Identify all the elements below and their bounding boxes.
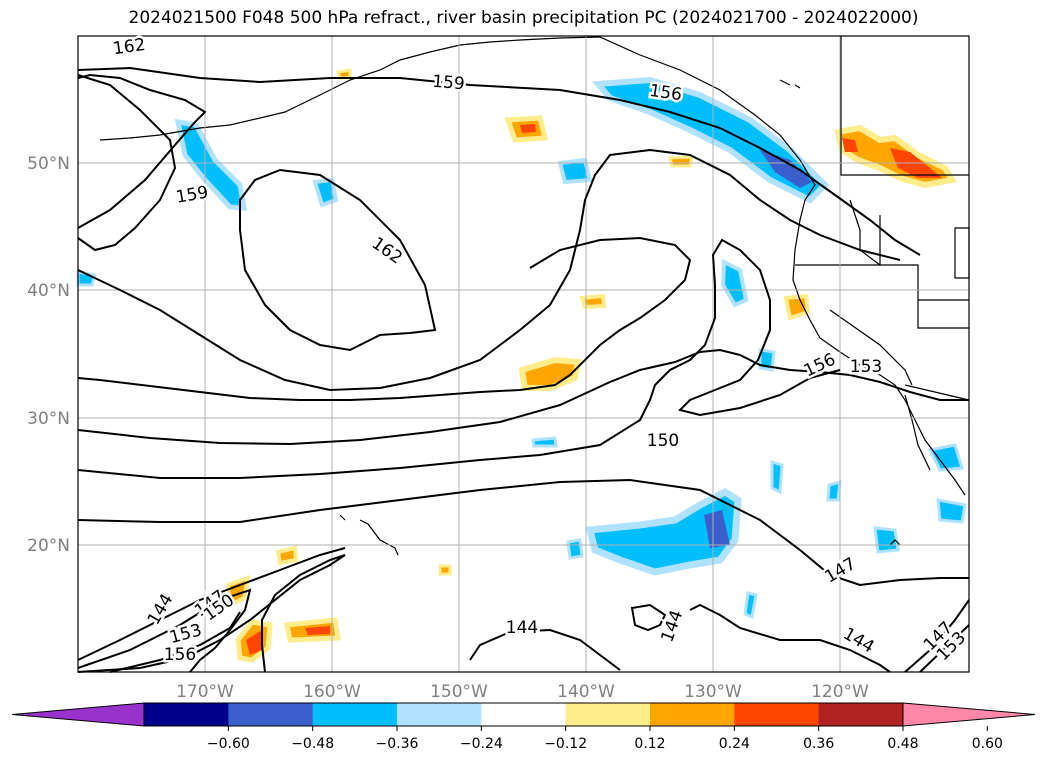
colorbar-tick-label: −0.36 [376,736,419,752]
precip-neg-small-1 [312,177,339,208]
colorbar-extend-low [11,702,145,727]
precip-neg-small-8 [531,436,558,448]
contour-156-arc [77,148,901,392]
contour-144-south [469,628,621,671]
colorbar-segment [397,703,482,726]
chart-title: 2024021500 F048 500 hPa refract., river … [128,8,919,28]
contour-144-south-e [689,603,891,673]
precip-neg-bc-coast [591,76,830,204]
colorbar-tick-label: 0.24 [719,736,750,752]
precip-strong-pos-hawaii-west [305,626,330,635]
colorbar: −0.60 −0.48 −0.36 −0.24 −0.12 0.12 0.24 0.36 0.4… [11,702,1036,752]
precip-pos-small-4 [275,545,299,566]
contour-label: 150 [647,431,679,451]
contour-156-sw [109,611,241,673]
contour-label: 156 [164,645,196,665]
colorbar-extend-high [902,702,1036,727]
contour-se-corner-2 [919,624,970,673]
colorbar-segment [565,703,651,726]
islands-n [779,79,801,89]
state-border-5 [829,309,913,386]
small-island-1 [889,539,901,546]
lat-label-30n: 30°N [27,409,70,429]
lon-label-170w: 170°W [176,682,234,702]
contour-label: 153 [850,357,882,377]
contour-label: 144 [506,618,538,638]
colorbar-tick-label: −0.12 [544,736,587,752]
contour-144-loop [630,603,667,632]
colorbar-tick-label: −0.60 [207,736,250,752]
precip-neg-mexico-2 [936,498,967,524]
colorbar-tick-label: −0.24 [460,736,503,752]
contour-162-inner [239,168,437,352]
lat-label-40n: 40°N [27,281,70,301]
colorbar-segment [734,703,820,726]
colorbar-segment [481,703,567,726]
lon-label-160w: 160°W [303,682,361,702]
colorbar-segment [312,703,398,726]
contour-159-loop [77,74,177,252]
gridlines [78,36,969,672]
precip-strong-pos-rockies-2 [842,138,858,152]
precip-neg-small-2 [557,157,593,185]
precip-neg-mexico-1 [927,443,964,472]
precip-neg-small-6 [743,591,758,620]
colorbar-segment [818,703,904,726]
lon-labels: 170°W 160°W 150°W 140°W 130°W 120°W [176,682,869,702]
colorbar-tick-label: 0.36 [803,736,834,752]
contour-159-left [77,73,207,229]
colorbar-segment [228,703,314,726]
map-frame [77,35,970,673]
refractivity-contours [77,66,970,673]
precip-neg-subtropics [585,487,742,576]
precip-neg-small-5 [770,459,784,495]
colorbar-segment [650,703,735,726]
contour-150-sw [77,554,346,673]
precip-pos-small-6 [783,293,811,321]
west-coast [792,199,966,496]
hawaii [339,514,399,556]
contour-147-arc [77,238,841,479]
colorbar-segment [144,703,229,726]
precip-pos-small-7 [438,564,452,576]
contour-147-lower [77,478,969,587]
lon-label-150w: 150°W [430,682,488,702]
precip-strong-neg-bc [760,150,812,188]
colorbar-frame [143,702,904,727]
colorbar-tick-label: 0.12 [634,736,665,752]
precip-strong-pos-north-pacific [520,124,536,133]
contour-144-sw [77,547,346,661]
precip-strong-neg-subtropics [704,510,730,548]
baja [904,394,931,471]
contour-147-sw [77,588,252,673]
contour-label: 159 [431,72,465,95]
lat-label-20n: 20°N [27,536,70,556]
colorbar-tick-label: 0.48 [887,736,918,752]
contour-se-corner [904,599,970,673]
lon-label-130w: 130°W [684,682,742,702]
precip-neg-offshore [720,258,749,308]
lat-label-50n: 50°N [27,154,70,174]
precip-pos-small-5 [336,68,352,80]
colorbar-tick-label: 0.60 [972,736,1003,752]
canada-border [840,36,969,176]
precip-pos-small-2 [668,155,694,168]
contour-150-arc [77,348,969,446]
precip-pos-central-pacific [518,356,582,391]
contour-159-upper [77,66,921,256]
state-border-2 [849,199,881,266]
colorbar-tick-label: −0.48 [291,736,334,752]
contour-153-arc [77,236,692,401]
lat-labels: 50°N 40°N 30°N 20°N [27,154,70,556]
state-border-3 [880,264,969,329]
precip-neg-small-4 [873,526,900,554]
lon-label-120w: 120°W [811,682,869,702]
precip-strong-pos-sw [246,630,262,655]
precip-neg-small-7 [566,538,584,560]
us-mexico-border [904,384,970,401]
precip-pos-small-1 [579,293,607,310]
precip-neg-small-10 [826,479,842,502]
lon-label-140w: 140°W [557,682,615,702]
